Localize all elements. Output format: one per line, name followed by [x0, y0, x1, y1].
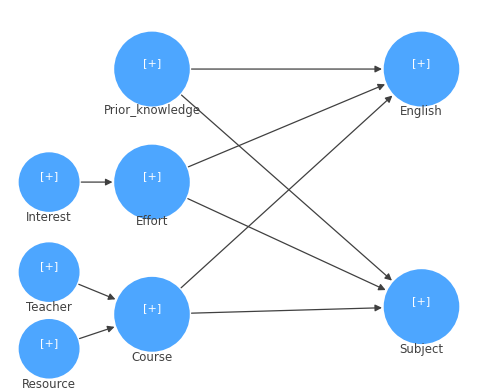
Text: Course: Course — [132, 351, 172, 364]
Text: [+]: [+] — [143, 303, 161, 314]
Text: Resource: Resource — [22, 378, 76, 391]
Text: Effort: Effort — [136, 215, 168, 228]
Text: Teacher: Teacher — [26, 301, 72, 314]
Text: [+]: [+] — [40, 171, 58, 181]
Ellipse shape — [20, 153, 78, 211]
Text: English: English — [400, 106, 443, 118]
Text: [+]: [+] — [40, 262, 58, 271]
Ellipse shape — [20, 243, 78, 301]
Text: Subject: Subject — [400, 343, 444, 356]
Ellipse shape — [385, 270, 458, 343]
Ellipse shape — [115, 32, 189, 106]
Text: Prior_knowledge: Prior_knowledge — [104, 104, 200, 117]
Text: [+]: [+] — [143, 58, 161, 68]
Ellipse shape — [115, 146, 189, 219]
Text: [+]: [+] — [412, 296, 430, 306]
Text: [+]: [+] — [40, 338, 58, 348]
Ellipse shape — [115, 278, 189, 351]
Text: [+]: [+] — [143, 171, 161, 181]
Text: Interest: Interest — [26, 211, 72, 224]
Ellipse shape — [385, 32, 458, 106]
Ellipse shape — [20, 320, 78, 378]
Text: [+]: [+] — [412, 58, 430, 68]
